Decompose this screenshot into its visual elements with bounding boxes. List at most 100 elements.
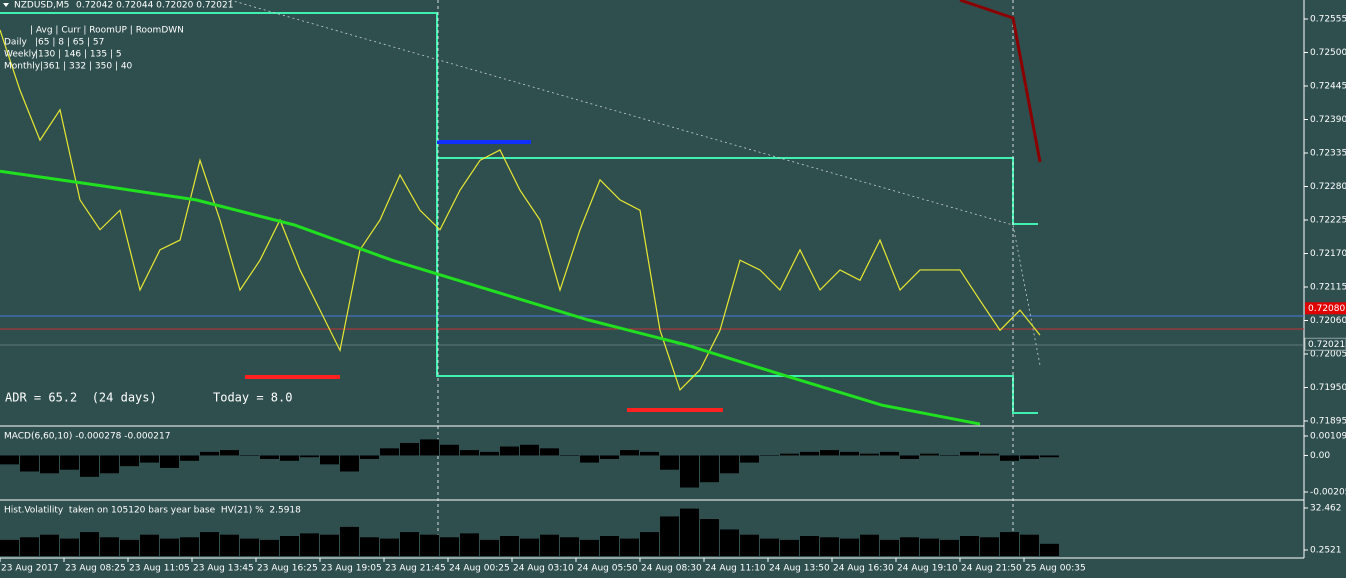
macd-bar bbox=[320, 455, 339, 465]
macd-bar bbox=[440, 444, 459, 456]
price-tick-label: 0.72445 bbox=[1310, 82, 1346, 92]
time-tick-label: 24 Aug 16:30 bbox=[833, 564, 894, 574]
macd-bar bbox=[840, 451, 859, 456]
macd-bar bbox=[640, 451, 659, 456]
macd-bar bbox=[360, 455, 379, 460]
volatility-bar bbox=[540, 534, 559, 556]
macd-bar bbox=[920, 453, 939, 456]
symbol: NZDUSD,M5 bbox=[14, 1, 69, 11]
volatility-tick-label: 32.462 bbox=[1310, 504, 1342, 514]
volatility-bar bbox=[440, 537, 459, 556]
macd-bar bbox=[720, 455, 739, 474]
volatility-bar bbox=[500, 535, 519, 556]
price-tick-label: 0.72060 bbox=[1310, 316, 1346, 326]
macd-bar bbox=[280, 455, 299, 461]
volatility-bar bbox=[680, 508, 699, 556]
volatility-bar bbox=[340, 526, 359, 556]
macd-label: MACD(6,60,10) -0.000278 -0.000217 bbox=[4, 432, 170, 442]
time-tick-label: 24 Aug 21:50 bbox=[961, 564, 1022, 574]
volatility-tick-label: 0.2521 bbox=[1310, 546, 1342, 556]
macd-bar bbox=[1020, 455, 1039, 460]
price-tick-label: 0.71895 bbox=[1310, 417, 1346, 427]
macd-bar bbox=[120, 455, 139, 467]
macd-bar bbox=[780, 453, 799, 456]
macd-bar bbox=[520, 444, 539, 456]
info-row-label: Daily bbox=[4, 38, 27, 48]
volatility-bar bbox=[760, 538, 779, 556]
volatility-bar bbox=[420, 534, 439, 556]
volatility-bar bbox=[140, 534, 159, 556]
volatility-bar bbox=[120, 539, 139, 556]
volatility-bar bbox=[200, 532, 219, 556]
macd-bar bbox=[880, 451, 899, 456]
macd-bar bbox=[60, 455, 79, 470]
macd-bar bbox=[480, 451, 499, 456]
volatility-label: Hist.Volatility taken on 105120 bars yea… bbox=[4, 506, 301, 516]
range-box bbox=[0, 12, 1038, 414]
moving-average bbox=[0, 169, 981, 426]
time-tick-label: 23 Aug 19:05 bbox=[321, 564, 382, 574]
time-tick-label: 23 Aug 21:45 bbox=[385, 564, 446, 574]
volatility-bar bbox=[400, 532, 419, 556]
volatility-bar bbox=[620, 538, 639, 556]
macd-bar bbox=[580, 455, 599, 463]
price-line bbox=[0, 29, 1041, 392]
macd-bar bbox=[220, 450, 239, 456]
macd-bar bbox=[940, 455, 959, 456]
macd-bar bbox=[420, 439, 439, 456]
volatility-bar bbox=[520, 538, 539, 556]
volatility-bar bbox=[940, 539, 959, 556]
time-tick-label: 23 Aug 13:45 bbox=[193, 564, 254, 574]
volatility-bar bbox=[600, 535, 619, 556]
volatility-bar bbox=[280, 535, 299, 556]
macd-bar bbox=[180, 455, 199, 461]
volatility-bar bbox=[380, 538, 399, 556]
last-box bbox=[1304, 337, 1346, 351]
volatility-bar bbox=[960, 535, 979, 556]
volatility-bar bbox=[1040, 543, 1059, 556]
macd-bar bbox=[300, 455, 319, 458]
volatility-bar bbox=[300, 533, 319, 556]
time-tick-label: 24 Aug 03:10 bbox=[513, 564, 574, 574]
price-tick-label: 0.72170 bbox=[1310, 249, 1346, 259]
today: Today = 8.0 bbox=[213, 391, 292, 405]
macd-bar bbox=[340, 455, 359, 472]
volatility-bar bbox=[260, 539, 279, 556]
info-row-label: Weekly bbox=[4, 50, 37, 60]
macd-bar bbox=[860, 453, 879, 456]
macd-bar bbox=[1040, 455, 1059, 458]
volatility-bar bbox=[80, 532, 99, 556]
time-tick-label: 24 Aug 08:30 bbox=[641, 564, 702, 574]
volatility-bar bbox=[480, 539, 499, 556]
volatility-bar bbox=[920, 538, 939, 556]
volatility-bar bbox=[20, 537, 39, 556]
time-tick-label: 23 Aug 08:25 bbox=[65, 564, 126, 574]
time-tick-label: 24 Aug 19:10 bbox=[897, 564, 958, 574]
volatility-bar bbox=[180, 537, 199, 556]
volatility-bar bbox=[460, 533, 479, 556]
price-tick-label: 0.72280 bbox=[1310, 182, 1346, 192]
time-tick-label: 24 Aug 13:50 bbox=[769, 564, 830, 574]
macd-bar bbox=[560, 455, 579, 456]
volatility-bar bbox=[820, 537, 839, 556]
volatility-bar bbox=[1020, 534, 1039, 556]
volatility-bar bbox=[840, 538, 859, 556]
trend-line bbox=[229, 0, 1041, 366]
volatility-bar bbox=[560, 537, 579, 556]
macd-bar bbox=[740, 455, 759, 463]
macd-bar bbox=[1000, 455, 1019, 461]
macd-bar bbox=[680, 455, 699, 488]
macd-bar bbox=[140, 455, 159, 463]
time-tick-label: 24 Aug 11:10 bbox=[705, 564, 766, 574]
volatility-bar bbox=[780, 539, 799, 556]
volatility-bar bbox=[880, 539, 899, 556]
volatility-bar bbox=[640, 532, 659, 556]
volatility-bar bbox=[660, 516, 679, 556]
macd-tick-label: 0.00 bbox=[1310, 451, 1330, 461]
volatility-bar bbox=[740, 534, 759, 556]
macd-tick-label: 0.001091 bbox=[1310, 432, 1346, 442]
time-tick-label: 25 Aug 00:35 bbox=[1025, 564, 1086, 574]
macd-bar bbox=[80, 455, 99, 477]
